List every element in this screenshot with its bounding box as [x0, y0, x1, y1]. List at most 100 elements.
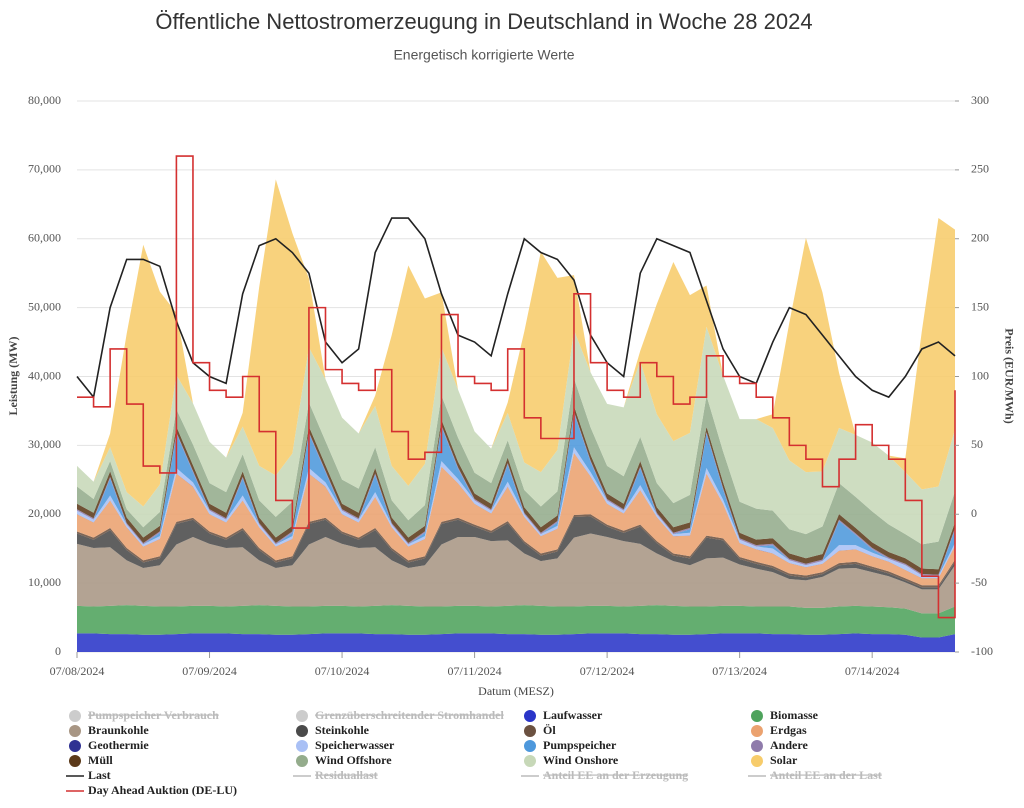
y-axis-label: Leistung (MW)	[6, 337, 20, 416]
y-tick-label: 60,000	[28, 231, 61, 245]
area	[77, 633, 955, 652]
legend-item[interactable]: Residuallast	[293, 768, 378, 782]
legend-label: Day Ahead Auktion (DE-LU)	[88, 783, 237, 797]
legend-label: Residuallast	[315, 768, 378, 782]
y2-tick-label: 300	[971, 93, 989, 107]
y2-tick-label: 50	[971, 437, 983, 451]
legend-label: Müll	[88, 753, 113, 767]
y2-tick-label: 250	[971, 162, 989, 176]
legend-item[interactable]: Laufwasser	[524, 708, 603, 722]
x-tick-label: 07/11/2024	[447, 664, 501, 678]
legend-label: Geothermie	[88, 738, 149, 752]
legend-item[interactable]: Pumpspeicher Verbrauch	[69, 708, 219, 722]
y-tick-label: 30,000	[28, 437, 61, 451]
legend-item[interactable]: Steinkohle	[296, 723, 370, 737]
area	[77, 452, 955, 586]
legend: Pumpspeicher Verbrauch Grenzüberschreiten…	[66, 708, 882, 797]
x-tick-label: 07/10/2024	[315, 664, 370, 678]
y-tick-label: 50,000	[28, 299, 61, 313]
x-tick-label: 07/09/2024	[182, 664, 237, 678]
legend-label: Grenzüberschreitender Stromhandel	[315, 708, 504, 722]
legend-item[interactable]: Öl	[524, 723, 556, 737]
legend-marker	[524, 725, 536, 737]
legend-label: Pumpspeicher	[543, 738, 617, 752]
legend-item[interactable]: Erdgas	[751, 723, 807, 737]
y2-axis-label: Preis (EUR/MWh)	[1002, 328, 1016, 423]
load-line	[76, 217, 956, 400]
y2-tick-label: 0	[971, 506, 977, 520]
x-tick-label: 07/08/2024	[50, 664, 105, 678]
y-tick-label: 0	[55, 644, 61, 658]
area	[77, 412, 955, 577]
legend-marker	[296, 740, 308, 752]
axes: 0 10,000 20,000 30,000 40,000 50,000 60,000 70,…	[28, 93, 993, 678]
legend-marker	[524, 710, 536, 722]
y2-tick-label: 200	[971, 231, 989, 245]
legend-item[interactable]: Anteil EE an der Erzeugung	[521, 768, 688, 782]
legend-marker	[524, 740, 536, 752]
x-axis-label: Datum (MESZ)	[478, 684, 554, 698]
chart-subtitle: Energetisch korrigierte Werte	[393, 47, 574, 63]
legend-item[interactable]: Last	[66, 768, 111, 782]
legend-label: Anteil EE an der Last	[770, 768, 882, 782]
y-tick-label: 70,000	[28, 162, 61, 176]
legend-marker	[69, 710, 81, 722]
y-tick-label: 80,000	[28, 93, 61, 107]
legend-item[interactable]: Wind Onshore	[524, 753, 619, 767]
price-line	[77, 155, 956, 619]
legend-marker	[751, 755, 763, 767]
legend-label: Anteil EE an der Erzeugung	[543, 768, 688, 782]
legend-item[interactable]: Anteil EE an der Last	[748, 768, 882, 782]
legend-label: Biomasse	[770, 708, 819, 722]
legend-marker	[751, 740, 763, 752]
legend-item[interactable]: Speicherwasser	[296, 738, 395, 752]
legend-label: Pumpspeicher Verbrauch	[88, 708, 219, 722]
legend-label: Braunkohle	[88, 723, 149, 737]
area	[77, 605, 955, 638]
legend-marker	[69, 755, 81, 767]
legend-label: Speicherwasser	[315, 738, 395, 752]
legend-marker	[751, 725, 763, 737]
legend-label: Erdgas	[770, 723, 807, 737]
legend-label: Wind Onshore	[543, 753, 619, 767]
legend-item[interactable]: Grenzüberschreitender Stromhandel	[296, 708, 504, 722]
legend-marker	[296, 710, 308, 722]
legend-label: Andere	[770, 738, 808, 752]
legend-label: Öl	[543, 723, 556, 737]
legend-item[interactable]: Wind Offshore	[296, 753, 392, 767]
y-tick-label: 20,000	[28, 506, 61, 520]
legend-item[interactable]: Andere	[751, 738, 808, 752]
legend-label: Wind Offshore	[315, 753, 392, 767]
legend-marker	[296, 755, 308, 767]
y2-tick-label: 100	[971, 368, 989, 382]
legend-item[interactable]: Müll	[69, 753, 113, 767]
legend-marker	[524, 755, 536, 767]
legend-label: Steinkohle	[315, 723, 370, 737]
legend-label: Last	[88, 768, 111, 782]
legend-marker	[296, 725, 308, 737]
area	[77, 516, 955, 590]
legend-label: Solar	[770, 753, 798, 767]
legend-item[interactable]: Solar	[751, 753, 798, 767]
y-tick-label: 40,000	[28, 368, 61, 382]
legend-item[interactable]: Biomasse	[751, 708, 819, 722]
y2-tick-label: 150	[971, 299, 989, 313]
x-tick-label: 07/14/2024	[845, 664, 900, 678]
legend-marker	[751, 710, 763, 722]
chart-title: Öffentliche Nettostromerzeugung in Deuts…	[155, 9, 812, 34]
legend-marker	[69, 725, 81, 737]
legend-item[interactable]: Geothermie	[69, 738, 149, 752]
x-tick-label: 07/13/2024	[712, 664, 767, 678]
x-tick-label: 07/12/2024	[580, 664, 635, 678]
legend-label: Laufwasser	[543, 708, 603, 722]
area	[77, 179, 955, 507]
y2-tick-label: -100	[971, 644, 993, 658]
legend-marker	[69, 740, 81, 752]
y-tick-label: 10,000	[28, 575, 61, 589]
legend-item[interactable]: Pumpspeicher	[524, 738, 617, 752]
legend-item[interactable]: Braunkohle	[69, 723, 149, 737]
plot-area	[76, 155, 956, 652]
area	[77, 533, 955, 614]
legend-item[interactable]: Day Ahead Auktion (DE-LU)	[66, 783, 237, 797]
